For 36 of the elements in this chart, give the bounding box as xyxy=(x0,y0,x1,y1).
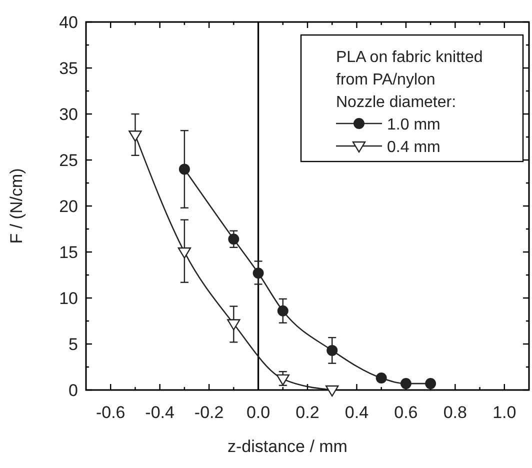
y-tick-label: 40 xyxy=(59,13,78,32)
y-tick-label: 10 xyxy=(59,289,78,308)
point xyxy=(276,374,290,386)
y-tick-label: 30 xyxy=(59,105,78,124)
x-tick-label: 0.0 xyxy=(246,403,270,422)
x-tick-label: 0.6 xyxy=(394,403,418,422)
x-tick-label: -0.6 xyxy=(96,403,126,422)
x-tick-label: 0.8 xyxy=(443,403,467,422)
x-tick-label: 1.0 xyxy=(492,403,516,422)
y-tick-label: 0 xyxy=(68,381,78,400)
x-tick-label: -0.2 xyxy=(194,403,224,422)
point xyxy=(227,319,240,330)
point xyxy=(400,378,412,390)
point xyxy=(228,234,240,245)
y-tick-label: 20 xyxy=(59,197,78,216)
y-axis-title: F / (N/cm) xyxy=(7,168,26,244)
point xyxy=(178,247,192,259)
point xyxy=(326,344,338,356)
legend-title: PLA on fabric knitted from PA/nylon Nozzle diameter: xyxy=(336,49,483,111)
point xyxy=(376,372,387,384)
y-tick-label: 15 xyxy=(59,243,78,262)
x-tick-label: -0.4 xyxy=(145,403,174,422)
x-tick-label: 0.2 xyxy=(296,403,320,422)
point xyxy=(178,164,190,175)
y-tick-label: 35 xyxy=(59,59,78,78)
point xyxy=(277,305,288,316)
y-tick-label: 25 xyxy=(59,151,78,170)
point xyxy=(326,385,339,397)
point xyxy=(128,130,142,142)
point xyxy=(252,268,264,279)
legend-label: 0.4 mm xyxy=(387,139,440,156)
y-tick-label: 5 xyxy=(68,335,78,354)
x-tick-label: 0.4 xyxy=(344,403,369,422)
legend-label: 1.0 mm xyxy=(387,116,440,134)
point xyxy=(425,378,436,390)
x-axis-title: z-distance / mm xyxy=(228,437,348,456)
